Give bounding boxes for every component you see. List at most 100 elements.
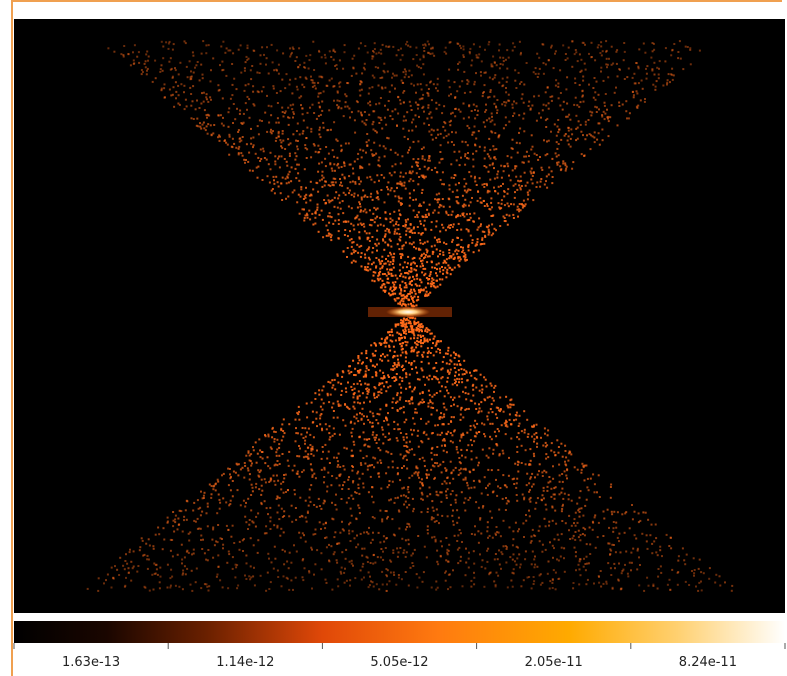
dot [449, 124, 451, 126]
dot [234, 576, 236, 578]
dot [547, 86, 549, 88]
dot [494, 190, 496, 192]
dot [627, 573, 629, 575]
dot [464, 164, 466, 166]
dot [538, 57, 540, 59]
dot [369, 209, 371, 211]
dot [423, 55, 425, 57]
dot [433, 536, 435, 538]
dot [584, 563, 586, 565]
dot [426, 251, 428, 253]
dot [462, 247, 464, 249]
dot [300, 186, 302, 188]
dot [411, 121, 413, 123]
dot [450, 163, 452, 165]
dot [524, 558, 526, 560]
dot [468, 552, 470, 554]
dot [581, 90, 583, 92]
dot [398, 364, 400, 366]
dot [500, 568, 502, 570]
dot [409, 236, 411, 238]
dot [459, 256, 461, 258]
dot [633, 73, 635, 75]
dot [267, 175, 269, 177]
dot [321, 179, 323, 181]
dot [441, 445, 443, 447]
dot [491, 116, 493, 118]
dot [451, 177, 453, 179]
dot [227, 587, 229, 589]
dot [355, 546, 357, 548]
dot [413, 508, 415, 510]
dot [591, 42, 593, 44]
dot [419, 258, 421, 260]
dot [384, 105, 386, 107]
dot [273, 475, 275, 477]
dot [514, 69, 516, 71]
dot [401, 203, 403, 205]
dot [276, 464, 278, 466]
dot [357, 224, 359, 226]
dot [285, 474, 287, 476]
dot [455, 108, 457, 110]
dot [351, 435, 353, 437]
dot [456, 522, 458, 524]
dot [281, 423, 283, 425]
dot [546, 490, 548, 492]
dot [485, 109, 487, 111]
dot [459, 86, 461, 88]
dot [677, 57, 679, 59]
dot [345, 143, 347, 145]
dot [202, 77, 204, 79]
dot [418, 211, 420, 213]
dot [368, 163, 370, 165]
dot [589, 527, 591, 529]
dot [446, 271, 448, 273]
dot [336, 477, 338, 479]
dot [385, 258, 387, 260]
dot [389, 480, 391, 482]
dot [200, 528, 202, 530]
dot [330, 56, 332, 58]
dot [719, 575, 721, 577]
dot [352, 173, 354, 175]
dot [139, 549, 141, 551]
dot [609, 116, 611, 118]
dot [391, 174, 393, 176]
dot [403, 120, 405, 122]
dot [423, 460, 425, 462]
dot [189, 531, 191, 533]
dot [406, 446, 408, 448]
dot [392, 481, 394, 483]
dot [436, 194, 438, 196]
dot [351, 75, 353, 77]
dot [280, 428, 282, 430]
dot [335, 494, 337, 496]
dot [410, 323, 412, 325]
dot [155, 77, 157, 79]
dot [442, 198, 444, 200]
dot [610, 574, 612, 576]
dot [413, 189, 415, 191]
dot [202, 74, 204, 76]
dot [543, 139, 545, 141]
dot [607, 76, 609, 78]
dot [654, 89, 656, 91]
dot [554, 538, 556, 540]
dot [471, 197, 473, 199]
dot [393, 253, 395, 255]
dot [328, 153, 330, 155]
dot [600, 71, 602, 73]
dot [178, 73, 180, 75]
dot [454, 363, 456, 365]
dot [516, 436, 518, 438]
dot [431, 134, 433, 136]
dot [618, 68, 620, 70]
dot [458, 223, 460, 225]
dot [342, 465, 344, 467]
dot [401, 295, 403, 297]
dot [476, 433, 478, 435]
dot [366, 455, 368, 457]
dot [555, 79, 557, 81]
dot [420, 205, 422, 207]
